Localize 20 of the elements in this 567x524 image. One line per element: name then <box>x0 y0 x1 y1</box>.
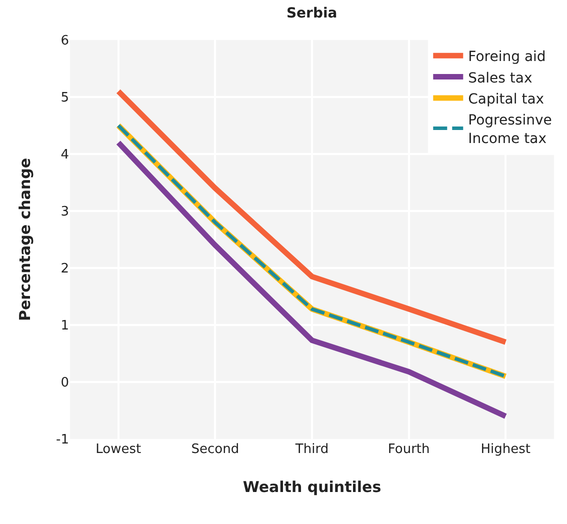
chart-title: Serbia <box>286 6 338 22</box>
y-tick-label: 1 <box>60 318 69 334</box>
y-tick-label: 2 <box>60 262 69 277</box>
x-tick-label: Highest <box>480 442 530 457</box>
x-tick-label: Second <box>191 442 240 457</box>
y-tick-label: -1 <box>56 432 69 448</box>
legend-label: Sales tax <box>468 70 532 86</box>
y-tick-label: 6 <box>60 34 69 49</box>
y-tick-label: 5 <box>60 90 69 106</box>
legend-label: Capital tax <box>468 91 544 108</box>
x-axis-title: Wealth quintiles <box>242 478 382 496</box>
y-axis-title: Percentage change <box>16 158 34 322</box>
y-tick-label: 3 <box>60 204 69 220</box>
y-tick-label: 0 <box>60 376 69 391</box>
x-tick-label: Lowest <box>96 442 142 457</box>
legend-label: Foreing aid <box>468 49 546 66</box>
x-tick-label: Third <box>294 442 329 457</box>
y-tick-label: 4 <box>60 148 69 163</box>
x-tick-label: Fourth <box>388 442 430 457</box>
legend-label: Pogressinve Income tax <box>468 112 552 147</box>
